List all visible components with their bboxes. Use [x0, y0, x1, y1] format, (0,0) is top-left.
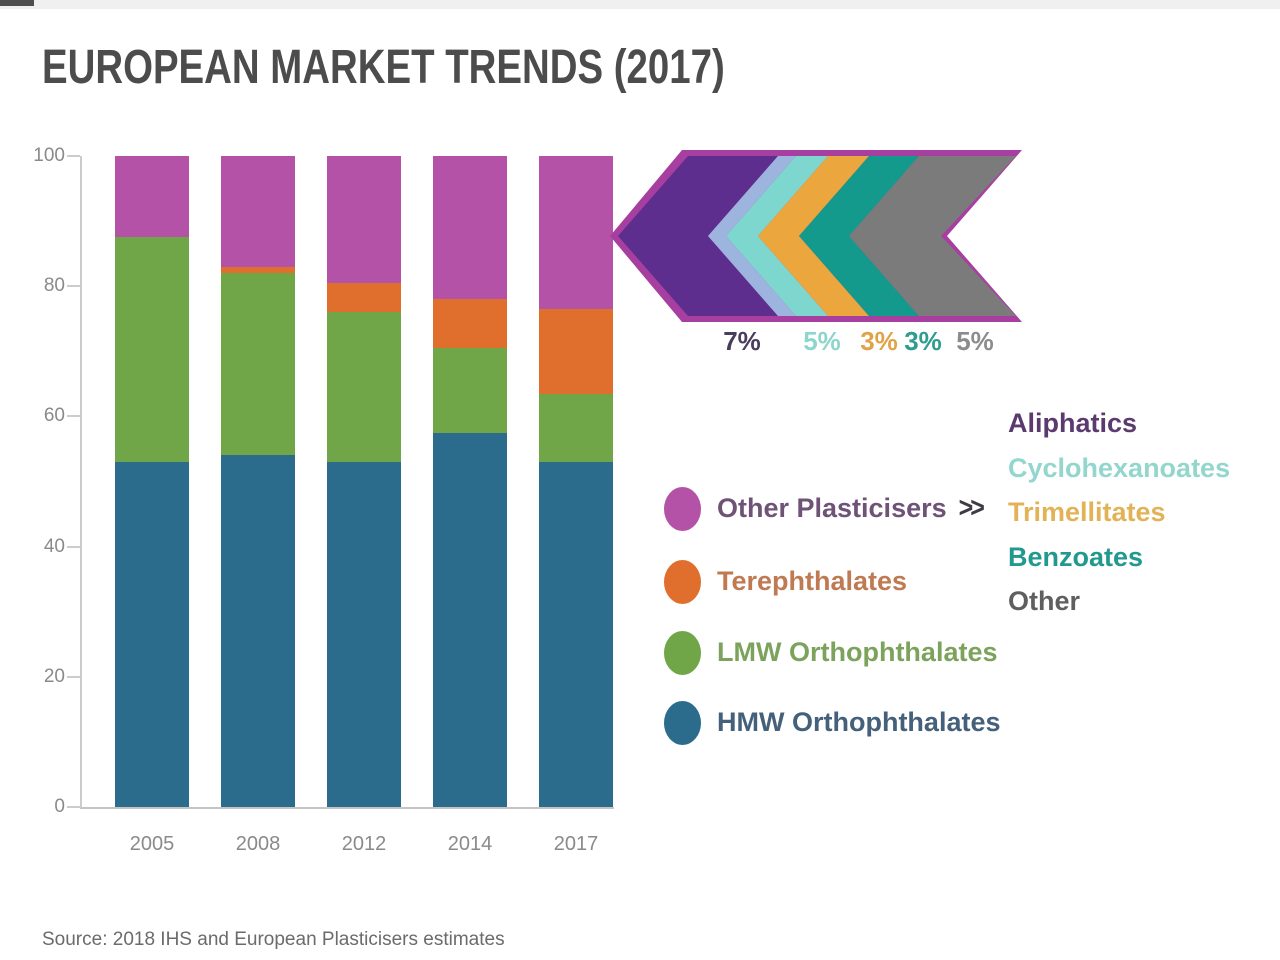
- bar-2005: [115, 156, 189, 807]
- breakdown-percent-aliphatics: 7%: [723, 326, 761, 356]
- bar-segment-terephthalates: [539, 309, 613, 394]
- y-axis-tick: [67, 415, 80, 418]
- bar-segment-lmw-orthophthalates: [327, 312, 401, 462]
- breakdown-percent-other: 5%: [956, 326, 994, 356]
- bar-segment-hmw-orthophthalates: [327, 461, 401, 807]
- legend-label: HMW Orthophthalates: [717, 707, 1001, 737]
- page-title: EUROPEAN MARKET TRENDS (2017): [42, 41, 725, 94]
- breakdown-list-item-other: Other: [1008, 586, 1081, 616]
- bar-segment-other-plasticisers: [115, 156, 189, 238]
- x-axis-label: 2008: [235, 833, 281, 855]
- bar-2014: [433, 156, 507, 807]
- legend-label: Other Plasticisers: [717, 493, 947, 523]
- legend-label: Terephthalates: [717, 566, 908, 596]
- legend-dot-hmw-orthophthalates: [664, 700, 701, 745]
- top-left-mark: [0, 0, 34, 6]
- x-axis-label: 2005: [129, 833, 175, 855]
- bar-2008: [221, 156, 295, 807]
- bar-segment-other-plasticisers: [539, 156, 613, 310]
- bar-segment-lmw-orthophthalates: [539, 393, 613, 462]
- legend-item-other-plasticisers: Other Plasticisers >>: [664, 486, 985, 531]
- arrow-band-other: [849, 156, 1016, 316]
- breakdown-list-item-cyclohexanoates: Cyclohexanoates: [1008, 452, 1231, 483]
- bar-segment-hmw-orthophthalates: [433, 432, 507, 807]
- y-axis-tick: [67, 545, 80, 548]
- y-axis-tick: [67, 285, 80, 288]
- bar-segment-lmw-orthophthalates: [221, 273, 295, 456]
- source-note: Source: 2018 IHS and European Plasticise…: [42, 929, 505, 950]
- x-axis-label: 2014: [447, 833, 493, 855]
- bar-segment-lmw-orthophthalates: [433, 348, 507, 433]
- y-axis-tick: [67, 155, 80, 157]
- legend-item-lmw-orthophthalates: LMW Orthophthalates: [664, 630, 997, 675]
- bar-2012: [327, 156, 401, 807]
- legend-item-hmw-orthophthalates: HMW Orthophthalates: [664, 700, 1001, 745]
- arrow-band-trimellitates: [758, 156, 869, 316]
- y-axis-label: 0: [54, 796, 65, 817]
- bar-segment-terephthalates: [221, 266, 295, 274]
- y-axis-label: 100: [33, 145, 65, 166]
- breakdown-percent-trimellitates: 3%: [860, 326, 898, 356]
- bar-segment-terephthalates: [433, 299, 507, 349]
- breakdown-list-item-aliphatics: Aliphatics: [1008, 408, 1138, 438]
- breakdown-list-item-trimellitates: Trimellitates: [1008, 497, 1166, 527]
- legend-item-terephthalates: Terephthalates: [664, 559, 907, 604]
- legend-dot-lmw-orthophthalates: [664, 630, 701, 675]
- bar-segment-hmw-orthophthalates: [221, 455, 295, 807]
- breakdown-percent-benzoates: 3%: [904, 326, 942, 356]
- legend-dot-terephthalates: [664, 559, 701, 604]
- arrow-band-benzoates: [799, 156, 919, 316]
- stacked-bar-chart: 0 20 40 60 80 100 2005 2008 2012 2014 2017: [33, 146, 614, 855]
- bar-2017: [539, 156, 613, 807]
- breakdown-list: Aliphatics Cyclohexanoates Trimellitates Be…: [1008, 401, 1230, 624]
- y-axis-label: 40: [43, 535, 65, 557]
- x-axis-label: 2017: [553, 833, 599, 855]
- breakdown-arrow-graphic: [610, 150, 1022, 322]
- arrow-band-cyclohexanoates: [726, 156, 828, 316]
- bar-segment-other-plasticisers: [433, 156, 507, 300]
- x-axis-label: 2012: [341, 833, 387, 855]
- bar-segment-lmw-orthophthalates: [115, 237, 189, 462]
- y-axis-label: 80: [43, 275, 65, 297]
- y-axis-tick: [67, 675, 80, 678]
- y-axis-label: 20: [43, 665, 65, 687]
- arrow-band-sliver: [708, 156, 796, 316]
- breakdown-percent-cyclohexanoates: 5%: [803, 326, 841, 356]
- bar-segment-other-plasticisers: [327, 156, 401, 283]
- top-strip: [0, 0, 1280, 9]
- legend-dot-other-plasticisers: [664, 486, 701, 531]
- legend-label: LMW Orthophthalates: [717, 637, 998, 667]
- y-axis-tick: [67, 806, 80, 808]
- double-chevron-icon: >>: [958, 491, 985, 525]
- breakdown-list-item-benzoates: Benzoates: [1008, 541, 1144, 572]
- bar-segment-terephthalates: [327, 282, 401, 313]
- bar-segment-hmw-orthophthalates: [115, 461, 189, 807]
- bar-segment-other-plasticisers: [221, 156, 295, 267]
- y-axis-label: 60: [43, 405, 65, 427]
- bar-segment-hmw-orthophthalates: [539, 461, 613, 807]
- arrow-band-aliphatics: [618, 156, 778, 316]
